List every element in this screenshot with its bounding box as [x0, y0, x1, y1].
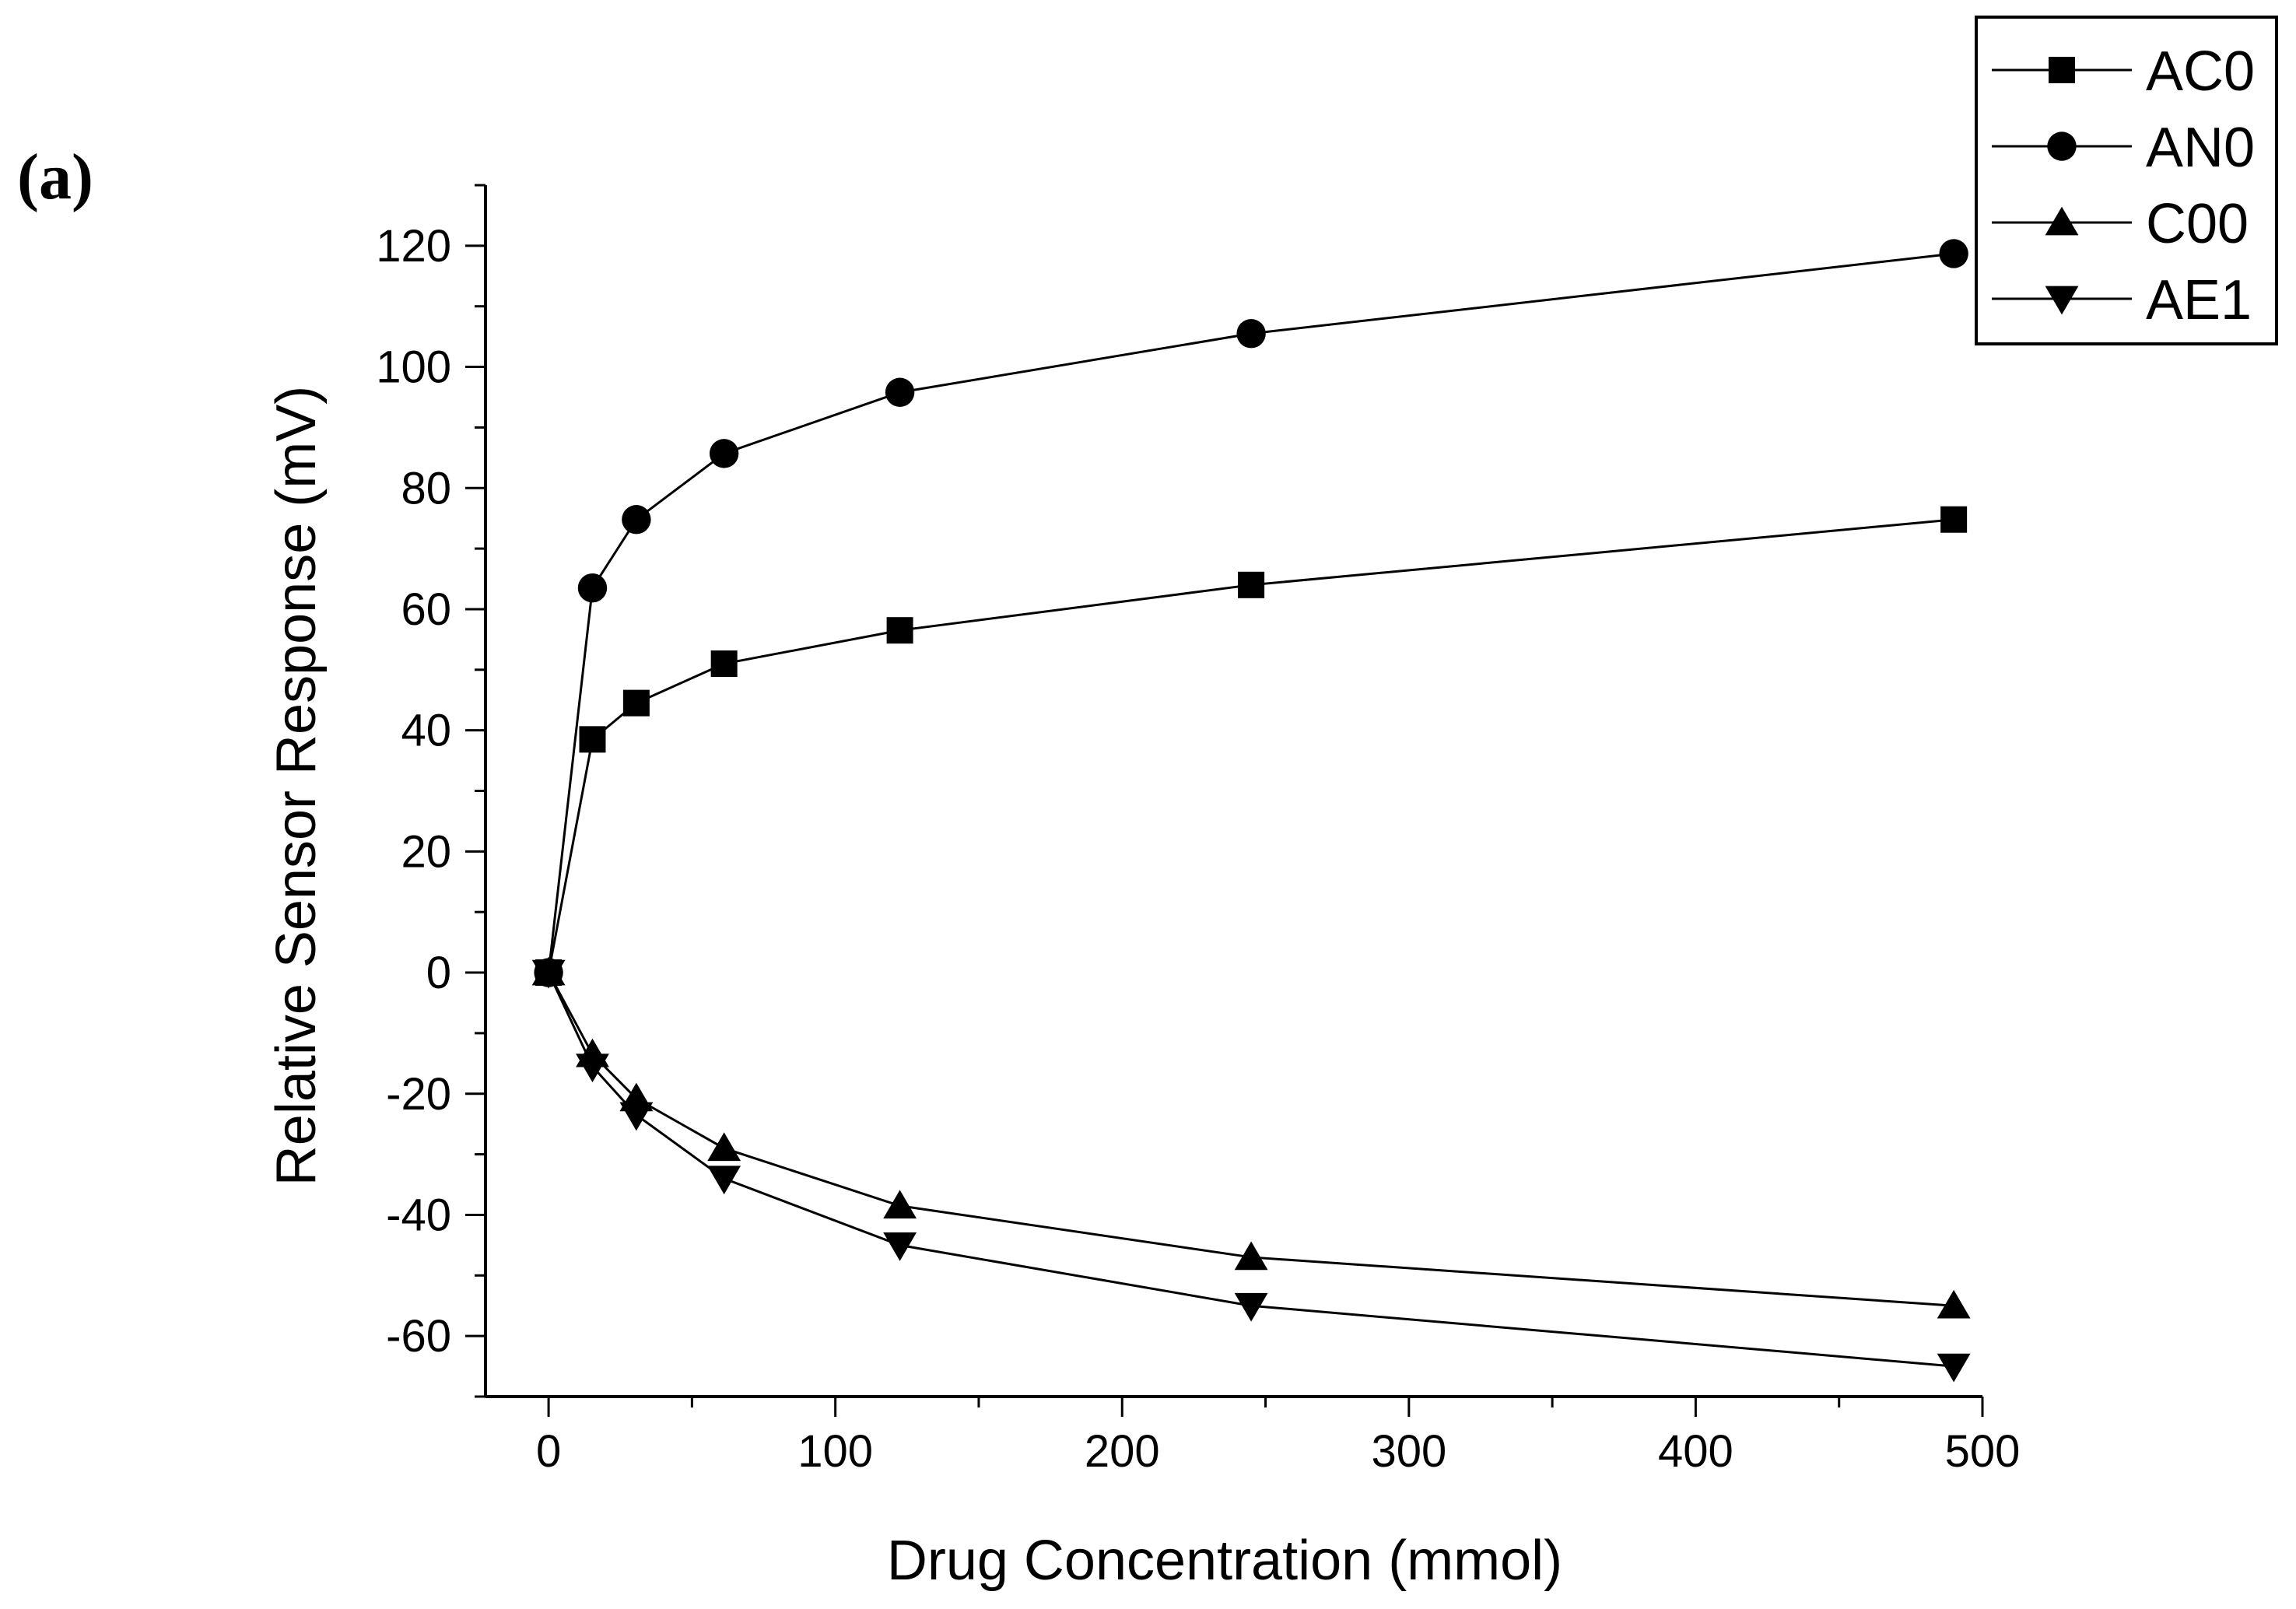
panel-label: (a)	[17, 141, 93, 213]
y-tick-label--20: -20	[386, 1069, 451, 1120]
legend-box	[1975, 16, 2278, 345]
point-ae1-0	[531, 959, 566, 989]
point-an0-1	[577, 573, 608, 603]
point-ae1-2	[619, 1102, 654, 1131]
point-ac0-3	[710, 650, 738, 678]
point-an0-4	[885, 377, 915, 407]
y-tick-label--40: -40	[386, 1190, 451, 1240]
x-tick-label-400: 400	[1658, 1426, 1733, 1477]
point-ac0-1	[579, 726, 606, 753]
point-ae1-6	[1937, 1353, 1971, 1383]
point-ac0-4	[886, 617, 913, 644]
y-tick-label--60: -60	[386, 1311, 451, 1362]
point-c00-3	[707, 1132, 741, 1162]
y-tick-label-60: 60	[401, 584, 451, 635]
point-ac0-2	[622, 689, 650, 717]
legend-label-an0: AN0	[2146, 117, 2255, 179]
point-ac0-6	[1940, 506, 1968, 533]
legend-marker-ac0	[2049, 57, 2075, 83]
x-tick-label-100: 100	[797, 1426, 873, 1477]
legend-marker-an0	[2047, 131, 2077, 161]
y-tick-label-100: 100	[376, 342, 451, 393]
x-tick-label-0: 0	[536, 1426, 561, 1477]
point-c00-5	[1234, 1241, 1268, 1271]
legend: AC0 AN0 C00 AE1	[1975, 16, 2278, 345]
y-axis-title: Relative Sensor Response (mV)	[265, 386, 328, 1186]
x-tick-label-200: 200	[1085, 1426, 1160, 1477]
point-ac0-5	[1238, 571, 1265, 598]
y-tick-label-80: 80	[401, 463, 451, 514]
legend-label-ae1: AE1	[2146, 269, 2252, 331]
point-c00-4	[883, 1190, 917, 1219]
point-c00-6	[1937, 1289, 1971, 1319]
point-an0-5	[1236, 319, 1266, 349]
point-an0-2	[622, 505, 651, 535]
point-an0-6	[1939, 239, 1968, 268]
y-tick-label-120: 120	[376, 221, 451, 272]
legend-label-ac0: AC0	[2146, 40, 2255, 103]
legend-marker-c00	[2045, 206, 2079, 236]
y-tick-label-0: 0	[426, 948, 451, 998]
legend-label-c00: C00	[2146, 193, 2249, 255]
x-axis-title: Drug Concentration (mmol)	[887, 1530, 1562, 1592]
y-tick-label-40: 40	[401, 706, 451, 756]
point-ae1-1	[576, 1053, 609, 1083]
point-ae1-4	[883, 1232, 917, 1261]
point-ae1-5	[1234, 1292, 1268, 1322]
y-tick-label-20: 20	[401, 826, 451, 877]
x-tick-label-300: 300	[1371, 1426, 1446, 1477]
point-an0-3	[709, 439, 739, 468]
point-ae1-3	[707, 1166, 741, 1195]
legend-marker-ae1	[2045, 286, 2079, 315]
plot-area: 0 100 200 300 400 500 -60 -40 -20 0 20 40 60 80 100 120	[376, 184, 2021, 1477]
x-tick-label-500: 500	[1945, 1426, 2021, 1477]
